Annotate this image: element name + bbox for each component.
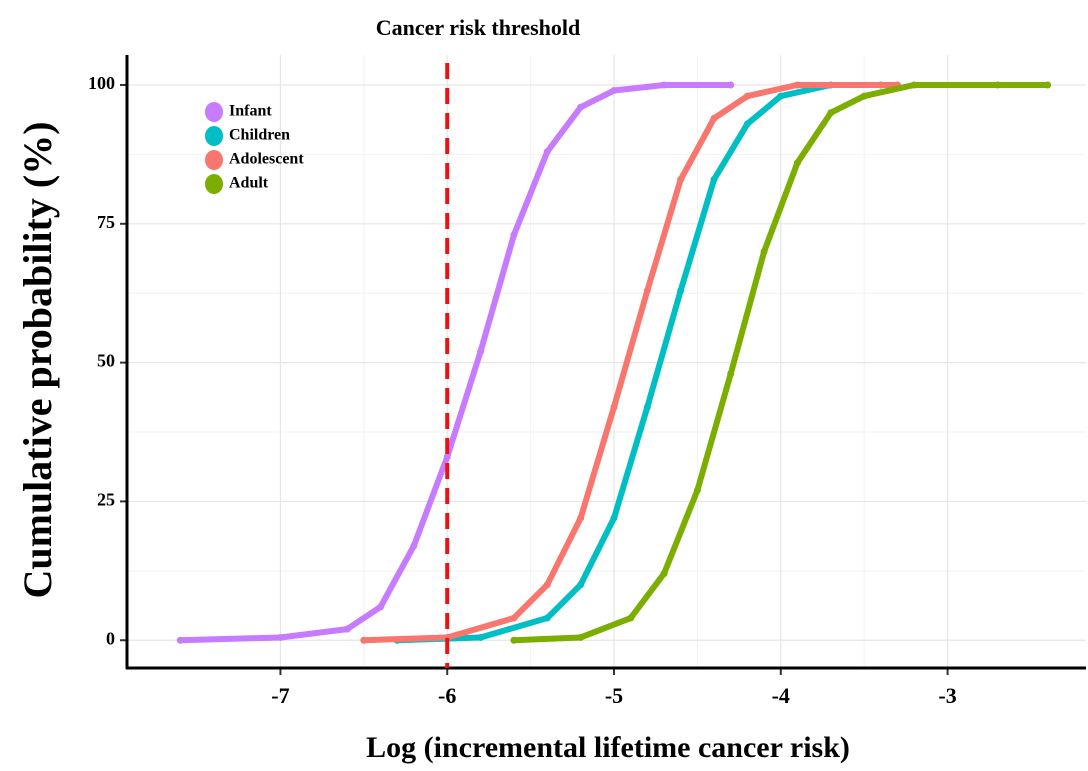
data-point — [994, 81, 1002, 89]
data-point — [510, 636, 518, 644]
data-point — [677, 286, 685, 294]
y-tick-label: 75 — [97, 212, 115, 232]
data-point — [543, 614, 551, 622]
data-point — [643, 286, 651, 294]
data-point — [343, 625, 351, 633]
series-line — [394, 81, 884, 644]
series-line — [360, 81, 901, 644]
data-point — [577, 581, 585, 589]
data-point — [693, 486, 701, 494]
legend-swatch — [205, 126, 223, 146]
data-point — [477, 633, 485, 641]
x-tick-label: -7 — [271, 683, 289, 708]
y-tick-label: 50 — [97, 351, 115, 371]
data-point — [710, 175, 718, 183]
data-point — [477, 348, 485, 356]
data-point — [577, 103, 585, 111]
data-point — [577, 633, 585, 641]
legend-swatch — [205, 102, 223, 122]
x-tick-label: -6 — [438, 683, 456, 708]
data-point — [577, 514, 585, 522]
data-point — [1044, 81, 1052, 89]
data-point — [377, 603, 385, 611]
legend-label: Adolescent — [229, 151, 304, 168]
data-point — [360, 636, 368, 644]
chart-title: Cancer risk threshold — [376, 15, 581, 40]
data-point — [610, 514, 618, 522]
legend-swatch — [205, 174, 223, 194]
data-point — [910, 81, 918, 89]
data-point — [743, 92, 751, 100]
data-point — [677, 175, 685, 183]
legend-label: Children — [229, 127, 290, 144]
legend-label: Infant — [229, 103, 272, 120]
data-point — [627, 614, 635, 622]
data-point — [510, 614, 518, 622]
x-tick-label: -5 — [605, 683, 623, 708]
data-point — [443, 453, 451, 461]
data-point — [610, 87, 618, 95]
data-point — [643, 403, 651, 411]
data-point — [276, 633, 284, 641]
data-point — [510, 231, 518, 239]
data-point — [743, 120, 751, 128]
data-point — [860, 92, 868, 100]
data-point — [660, 570, 668, 578]
data-point — [727, 81, 735, 89]
legend-swatch — [205, 150, 223, 170]
y-tick-label: 100 — [88, 73, 115, 93]
data-point — [710, 114, 718, 122]
data-point — [777, 92, 785, 100]
y-axis-title: Cumulative probability (%) — [15, 121, 60, 598]
data-point — [793, 159, 801, 167]
data-point — [760, 248, 768, 256]
y-tick-label: 25 — [97, 490, 115, 510]
legend-label: Adult — [229, 175, 269, 192]
x-axis-title: Log (incremental lifetime cancer risk) — [366, 731, 850, 764]
data-point — [176, 636, 184, 644]
data-point — [827, 109, 835, 117]
y-tick-label: 0 — [106, 628, 115, 648]
x-tick-label: -3 — [938, 683, 956, 708]
data-point — [543, 148, 551, 156]
data-point — [410, 542, 418, 550]
x-tick-label: -4 — [772, 683, 790, 708]
data-point — [610, 403, 618, 411]
data-point — [543, 581, 551, 589]
data-point — [793, 81, 801, 89]
data-point — [660, 81, 668, 89]
data-point — [727, 370, 735, 378]
